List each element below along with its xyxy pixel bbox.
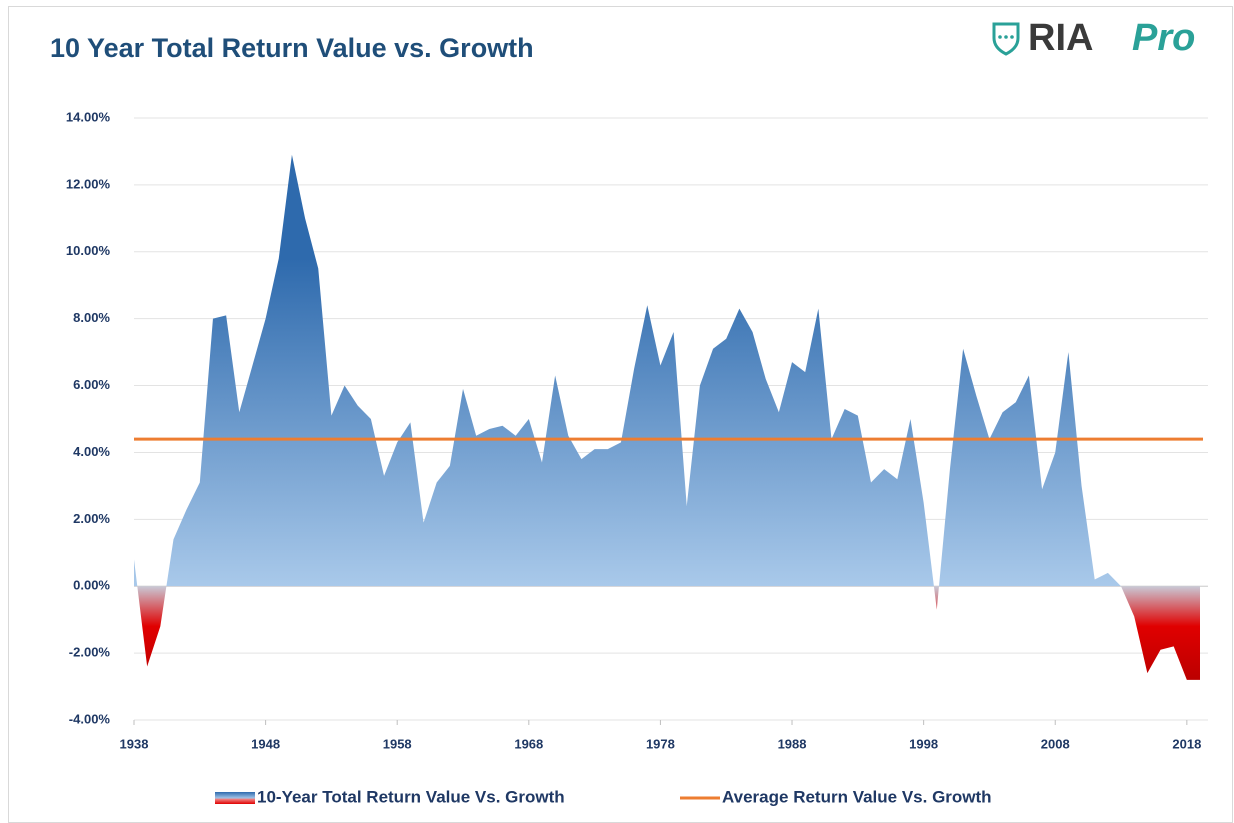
- y-tick-label: 10.00%: [66, 243, 111, 258]
- y-tick-label: 12.00%: [66, 176, 111, 191]
- y-tick-label: -2.00%: [69, 645, 111, 660]
- x-tick-label: 1978: [646, 736, 675, 751]
- logo-accent: Pro: [1132, 17, 1195, 59]
- logo-icon: [992, 22, 1020, 56]
- y-tick-label: -4.00%: [69, 711, 111, 726]
- logo: RIA Pro: [992, 17, 1195, 59]
- x-tick-label: 1998: [909, 736, 938, 751]
- legend-swatch: [215, 792, 255, 804]
- legend-label: 10-Year Total Return Value Vs. Growth: [257, 787, 565, 806]
- x-tick-label: 2018: [1172, 736, 1201, 751]
- x-tick-label: 1938: [120, 736, 149, 751]
- chart-frame: [8, 6, 1233, 823]
- y-tick-label: 8.00%: [73, 310, 110, 325]
- x-tick-label: 1988: [778, 736, 807, 751]
- x-tick-label: 2008: [1041, 736, 1070, 751]
- x-tick-label: 1948: [251, 736, 280, 751]
- y-tick-label: 6.00%: [73, 377, 110, 392]
- legend-label: Average Return Value Vs. Growth: [722, 787, 992, 806]
- logo-text: RIA: [1028, 17, 1093, 59]
- area: [134, 154, 1200, 680]
- y-tick-label: 0.00%: [73, 578, 110, 593]
- x-tick-label: 1968: [514, 736, 543, 751]
- chart-title: 10 Year Total Return Value vs. Growth: [50, 33, 534, 63]
- x-tick-label: 1958: [383, 736, 412, 751]
- y-tick-label: 4.00%: [73, 444, 110, 459]
- plot: -4.00% -2.00% 0.00% 2.00% 4.00% 6.00% 8.00% 10.…: [66, 109, 1208, 806]
- y-tick-label: 2.00%: [73, 511, 110, 526]
- y-tick-label: 14.00%: [66, 109, 111, 124]
